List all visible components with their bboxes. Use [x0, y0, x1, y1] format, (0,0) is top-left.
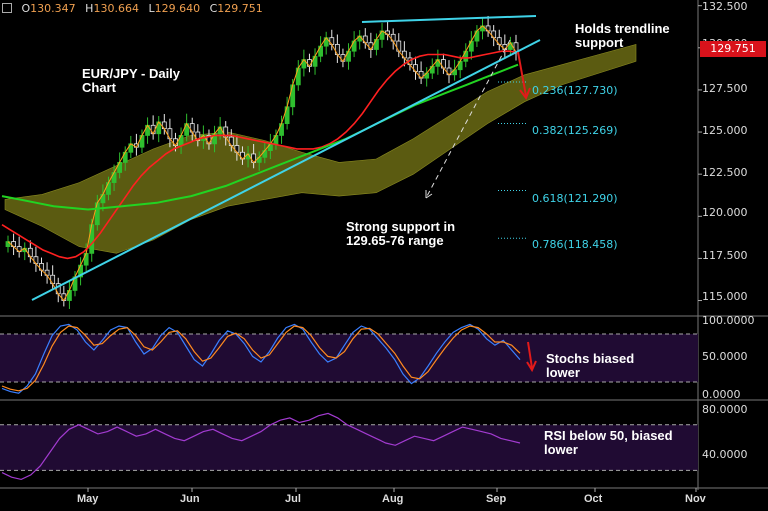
- fib-label: 0.382(125.269): [532, 124, 618, 137]
- projection-line: [425, 39, 511, 199]
- chart-title-line2: Chart: [82, 80, 116, 95]
- candle-body: [396, 40, 402, 52]
- crosshair-icon[interactable]: [2, 3, 12, 13]
- stoch-note-line1: Stochs biased: [546, 351, 635, 366]
- open-label: O: [21, 2, 31, 15]
- support-note: Strong support in 129.65-76 range: [346, 220, 455, 248]
- candle-body: [89, 224, 95, 254]
- short-ma-line: [7, 25, 517, 302]
- price-tick-label: 117.500: [702, 249, 748, 262]
- stoch-k-line: [1, 323, 521, 394]
- price-tick-label: 115.000: [702, 290, 748, 303]
- candle-body: [463, 50, 469, 62]
- x-tick-label: Jun: [180, 493, 200, 505]
- candle-body: [334, 44, 340, 55]
- rsi-note: RSI below 50, biased lower: [544, 429, 673, 457]
- candle-body: [178, 135, 184, 146]
- low-value: 129.640: [154, 2, 201, 15]
- price-tick-label: 122.500: [702, 166, 748, 179]
- stoch-arrowhead: [526, 360, 537, 373]
- candle-body: [139, 135, 145, 148]
- price-tick-label: 127.500: [702, 82, 748, 95]
- low-label: L: [148, 2, 155, 15]
- fib-label: 0.618(121.290): [532, 192, 618, 205]
- close-label: C: [209, 2, 218, 15]
- support-trendline: [31, 39, 541, 301]
- stoch-tick-label: 100.0000: [702, 314, 755, 327]
- rsi-tick-label: 40.0000: [702, 448, 748, 461]
- last-price-badge: 129.751: [700, 41, 766, 57]
- stoch-band: [0, 334, 698, 382]
- rsi-line: [1, 412, 521, 481]
- rsi-note-line1: RSI below 50, biased: [544, 428, 673, 443]
- chart-title: EUR/JPY - Daily Chart: [82, 67, 180, 95]
- high-label: H: [85, 2, 94, 15]
- x-tick-label: Aug: [382, 493, 404, 505]
- ma-green-line: [1, 63, 519, 211]
- stoch-note: Stochs biased lower: [546, 352, 634, 380]
- resistance-trendline: [361, 15, 537, 23]
- candle-body: [295, 67, 301, 86]
- candle-body: [290, 84, 296, 108]
- candle-body: [94, 202, 100, 226]
- bearish-arrowhead: [519, 87, 531, 101]
- candle-body: [5, 241, 11, 248]
- price-tick-label: 132.500: [702, 0, 748, 13]
- close-value: 129.751: [217, 2, 263, 15]
- high-value: 130.664: [93, 2, 139, 15]
- trendline-note-line2: support: [575, 35, 624, 50]
- projection-arrowhead: [425, 190, 433, 199]
- open-value: 130.347: [30, 2, 76, 15]
- trendline-note: Holds trendline support: [575, 22, 670, 50]
- x-tick-label: Oct: [584, 493, 603, 505]
- ohlc-header: O130.347 H130.664 L129.640 C129.751: [2, 2, 263, 15]
- stoch-tick-label: 50.0000: [702, 350, 748, 363]
- support-note-line1: Strong support in: [346, 219, 456, 234]
- candle-body: [106, 182, 111, 195]
- rsi-band: [0, 424, 698, 471]
- fib-label: 0.236(127.730): [532, 84, 618, 97]
- x-tick-label: May: [77, 493, 99, 505]
- stoch-tick-label: 0.0000: [702, 388, 741, 401]
- rsi-tick-label: 80.0000: [702, 403, 748, 416]
- rsi-note-line2: lower: [544, 442, 578, 457]
- candle-body: [111, 172, 117, 183]
- chart-title-line1: EUR/JPY - Daily: [82, 66, 181, 81]
- bearish-arrow: [517, 51, 527, 97]
- x-tick-label: Nov: [685, 493, 706, 505]
- stoch-note-line2: lower: [546, 365, 580, 380]
- stoch-d-line: [1, 325, 521, 392]
- stoch-arrow: [527, 341, 533, 369]
- candle-body: [83, 252, 89, 266]
- support-note-line2: 129.65-76 range: [346, 233, 444, 248]
- x-tick-label: Jul: [285, 493, 301, 505]
- price-tick-label: 125.000: [702, 124, 748, 137]
- trendline-note-line1: Holds trendline: [575, 21, 670, 36]
- price-tick-label: 120.000: [702, 206, 748, 219]
- x-tick-label: Sep: [486, 493, 507, 505]
- fib-label: 0.786(118.458): [532, 238, 618, 251]
- candle-body: [284, 106, 290, 125]
- ma-red-line: [1, 50, 519, 260]
